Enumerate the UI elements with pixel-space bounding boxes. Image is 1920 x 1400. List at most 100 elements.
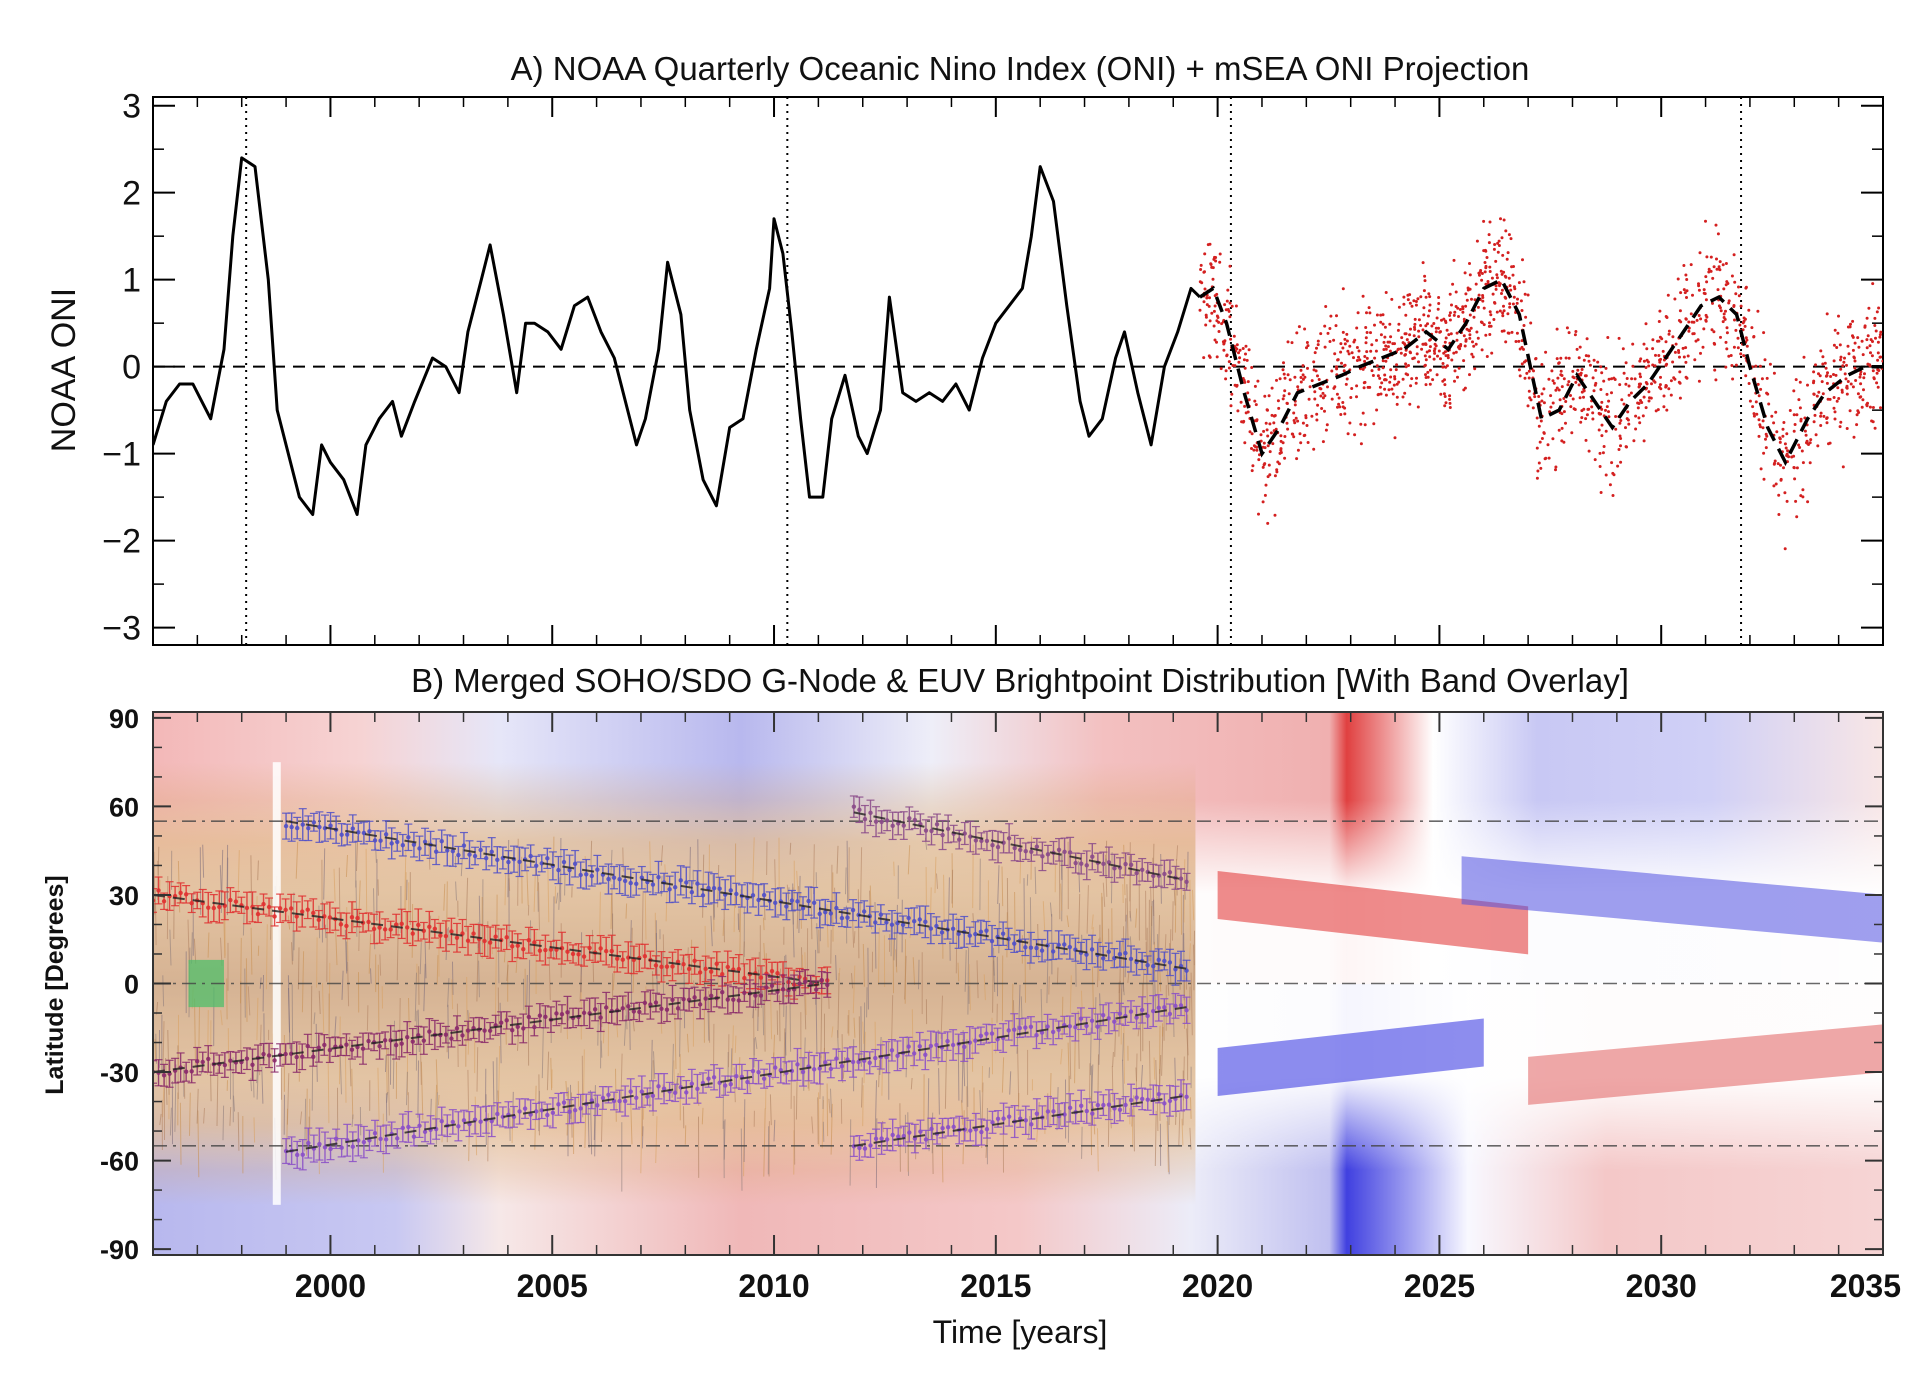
ensemble-dot	[1782, 466, 1785, 470]
ensemble-dot	[1228, 315, 1232, 319]
band-point	[645, 1094, 650, 1099]
brightpoint-streak	[256, 1070, 259, 1100]
brightpoint-streak	[313, 1012, 316, 1025]
ensemble-dot	[1852, 435, 1856, 439]
ensemble-dot	[1843, 356, 1846, 360]
band-point	[487, 940, 493, 945]
ensemble-dot	[1390, 387, 1394, 391]
ensemble-dot	[1468, 336, 1472, 340]
ensemble-dot	[1512, 295, 1516, 299]
band-point	[1145, 1013, 1150, 1019]
band-point	[417, 846, 422, 851]
ensemble-dot	[1464, 292, 1468, 296]
ensemble-dot	[1502, 309, 1506, 313]
ensemble-dot	[1316, 374, 1319, 378]
ensemble-dot	[1278, 377, 1282, 381]
brightpoint-streak	[968, 964, 971, 1011]
ensemble-dot	[1642, 359, 1646, 363]
ensemble-dot	[1625, 377, 1629, 380]
ensemble-dot	[1616, 464, 1620, 468]
ensemble-dot	[1507, 233, 1511, 237]
ensemble-dot	[1658, 309, 1662, 313]
band-point	[700, 893, 706, 898]
band-point	[1145, 962, 1150, 968]
band-point	[517, 1109, 522, 1114]
brightpoint-streak	[630, 1104, 633, 1145]
brightpoint-streak	[207, 932, 210, 958]
ensemble-dot	[1270, 386, 1274, 390]
band-point	[839, 915, 845, 921]
band-point	[823, 1060, 828, 1065]
ensemble-dot	[1410, 304, 1414, 308]
ensemble-dot	[1868, 344, 1872, 348]
brightpoint-streak	[436, 955, 439, 985]
brightpoint-streak	[335, 931, 338, 966]
band-point	[950, 926, 956, 931]
ensemble-dot	[1437, 302, 1441, 305]
ensemble-dot	[1657, 354, 1661, 357]
brightpoint-streak	[934, 856, 937, 894]
ensemble-dot	[1306, 441, 1310, 444]
ensemble-dot	[1303, 375, 1307, 379]
ensemble-dot	[1806, 383, 1809, 387]
band-point	[393, 1042, 399, 1048]
ensemble-dot	[1587, 354, 1591, 358]
ensemble-dot	[1587, 449, 1591, 453]
a-ytick-label: 0	[122, 349, 141, 387]
band-point	[1023, 945, 1028, 950]
ensemble-dot	[1361, 294, 1365, 298]
brightpoint-streak	[203, 1107, 205, 1124]
ensemble-dot	[1604, 366, 1608, 370]
ensemble-dot	[1841, 465, 1845, 469]
band-point	[411, 1134, 417, 1139]
ensemble-dot	[1529, 321, 1533, 325]
band-point	[266, 904, 272, 910]
brightpoint-streak	[769, 1094, 772, 1126]
band-point	[333, 1136, 339, 1141]
ensemble-dot	[1378, 376, 1382, 380]
ensemble-dot	[1764, 437, 1767, 441]
ensemble-dot	[1716, 232, 1720, 236]
ensemble-dot	[1238, 348, 1242, 352]
brightpoint-streak	[836, 845, 839, 874]
ensemble-dot	[1482, 323, 1486, 327]
ensemble-dot	[1647, 390, 1651, 394]
band-point	[984, 928, 989, 933]
band-point	[628, 1089, 633, 1094]
band-point	[395, 839, 400, 845]
band-point	[617, 1098, 622, 1104]
band-point	[570, 951, 576, 957]
brightpoint-streak	[895, 949, 898, 973]
ensemble-dot	[1517, 339, 1521, 343]
ensemble-dot	[1562, 410, 1566, 414]
band-point	[294, 825, 300, 831]
ensemble-dot	[1424, 343, 1428, 346]
ensemble-dot	[1570, 431, 1574, 435]
ensemble-dot	[1825, 381, 1829, 385]
band-point	[689, 1081, 695, 1086]
brightpoint-streak	[1159, 962, 1162, 992]
brightpoint-streak	[295, 841, 299, 879]
brightpoint-streak	[783, 955, 786, 1017]
band-point	[745, 1079, 750, 1085]
band-point	[857, 807, 862, 812]
band-point	[559, 1012, 565, 1017]
ensemble-dot	[1689, 312, 1693, 316]
ensemble-dot	[1229, 337, 1233, 341]
ensemble-dot	[1772, 421, 1776, 425]
brightpoint-streak	[1001, 1057, 1005, 1093]
brightpoint-streak	[1172, 982, 1175, 1038]
ensemble-dot	[1846, 380, 1850, 383]
ensemble-dot	[1587, 407, 1591, 411]
band-point	[355, 915, 360, 921]
ensemble-dot	[1265, 408, 1269, 412]
ensemble-dot	[1364, 336, 1368, 340]
ensemble-dot	[1198, 280, 1202, 284]
ensemble-dot	[1416, 405, 1420, 409]
ensemble-dot	[1851, 319, 1855, 323]
ensemble-dot	[1562, 377, 1566, 381]
brightpoint-streak	[1131, 1105, 1134, 1148]
band-point	[1173, 967, 1178, 972]
band-point	[1078, 1016, 1084, 1021]
ensemble-dot	[1446, 356, 1450, 360]
